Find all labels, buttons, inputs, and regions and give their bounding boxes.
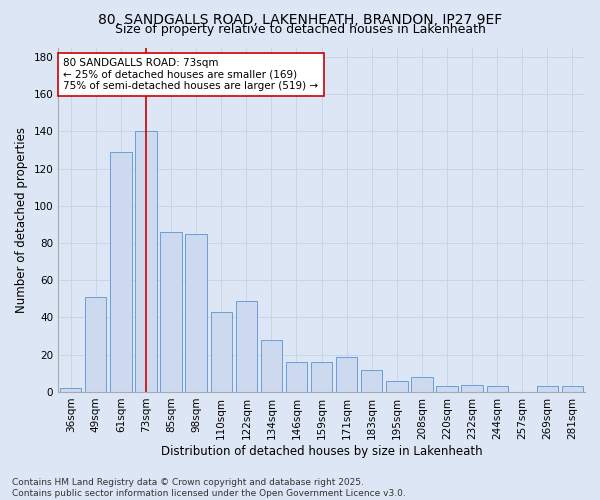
Bar — [211, 312, 232, 392]
Bar — [311, 362, 332, 392]
Text: Size of property relative to detached houses in Lakenheath: Size of property relative to detached ho… — [115, 22, 485, 36]
Bar — [110, 152, 131, 392]
Bar — [286, 362, 307, 392]
Bar — [136, 132, 157, 392]
Text: 80 SANDGALLS ROAD: 73sqm
← 25% of detached houses are smaller (169)
75% of semi-: 80 SANDGALLS ROAD: 73sqm ← 25% of detach… — [64, 58, 319, 91]
Bar — [436, 386, 458, 392]
Bar — [85, 297, 106, 392]
Bar — [361, 370, 382, 392]
Bar — [185, 234, 207, 392]
Bar — [461, 384, 483, 392]
Bar — [261, 340, 282, 392]
Bar — [236, 300, 257, 392]
Bar — [60, 388, 82, 392]
Bar — [386, 381, 407, 392]
Bar — [562, 386, 583, 392]
Bar — [487, 386, 508, 392]
Bar — [411, 377, 433, 392]
Y-axis label: Number of detached properties: Number of detached properties — [15, 126, 28, 312]
Bar — [537, 386, 558, 392]
X-axis label: Distribution of detached houses by size in Lakenheath: Distribution of detached houses by size … — [161, 444, 482, 458]
Bar — [336, 356, 358, 392]
Text: 80, SANDGALLS ROAD, LAKENHEATH, BRANDON, IP27 9EF: 80, SANDGALLS ROAD, LAKENHEATH, BRANDON,… — [98, 12, 502, 26]
Text: Contains HM Land Registry data © Crown copyright and database right 2025.
Contai: Contains HM Land Registry data © Crown c… — [12, 478, 406, 498]
Bar — [160, 232, 182, 392]
